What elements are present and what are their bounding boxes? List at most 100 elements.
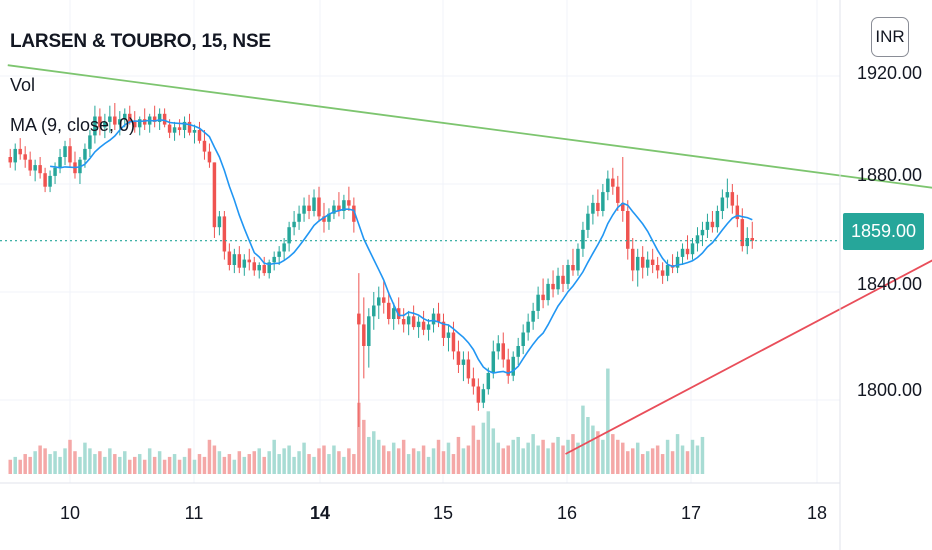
volume-bar <box>252 451 257 474</box>
candle-body <box>566 265 570 284</box>
volume-bar <box>53 451 57 474</box>
volume-bar <box>396 448 401 474</box>
volume-bar <box>426 456 431 474</box>
volume-bar <box>391 442 396 474</box>
candle-body <box>521 332 525 346</box>
volume-bar <box>307 454 311 474</box>
candle-body <box>426 324 431 330</box>
candle-body <box>675 256 680 268</box>
volume-bar <box>73 451 77 474</box>
candle-body <box>596 202 600 211</box>
volume-bar <box>546 448 550 474</box>
volume-bar <box>43 448 47 474</box>
candle-body <box>48 175 52 187</box>
candle-body <box>665 265 670 276</box>
candle-body <box>576 248 580 271</box>
volume-bar <box>626 451 630 474</box>
candle-body <box>720 197 725 211</box>
candle-body <box>277 251 281 257</box>
candle-body <box>367 316 371 346</box>
candle-body <box>357 313 361 325</box>
candle-body <box>481 389 486 403</box>
candle-body <box>197 130 202 141</box>
volume-bar <box>586 417 590 474</box>
candle-body <box>272 256 276 263</box>
volume-bar <box>128 459 132 474</box>
candle-body <box>556 275 560 290</box>
volume-bar <box>476 439 481 474</box>
candle-body <box>18 148 22 155</box>
volume-bar <box>292 456 296 474</box>
candle-body <box>735 205 740 220</box>
candle-body <box>700 229 705 236</box>
support-trendline[interactable] <box>565 157 932 455</box>
price-axis-label: 1800.00 <box>857 380 923 400</box>
candle-body <box>581 229 585 249</box>
candle-body <box>128 113 132 122</box>
volume-bar <box>162 459 167 474</box>
candle-body <box>611 178 615 187</box>
volume-bar <box>700 436 705 474</box>
candle-body <box>391 308 396 319</box>
candle-body <box>655 265 660 271</box>
volume-bar <box>212 445 217 474</box>
volume-bar <box>685 451 690 474</box>
volume-bar <box>113 454 117 474</box>
volume-bar <box>521 448 525 474</box>
candle-body <box>63 146 67 157</box>
candle-body <box>362 324 366 346</box>
candle-body <box>626 211 630 249</box>
volume-bar <box>93 454 97 474</box>
candle-body <box>436 313 441 322</box>
volume-bar <box>317 448 321 474</box>
candle-body <box>571 265 575 271</box>
candle-body <box>337 205 341 211</box>
volume-indicator-label[interactable]: Vol <box>10 75 36 95</box>
volume-bar <box>48 454 52 474</box>
volume-bar <box>655 445 660 474</box>
candle-body <box>715 211 720 228</box>
volume-bar <box>187 448 192 474</box>
volume-bar <box>227 454 232 474</box>
volume-bar <box>262 456 266 474</box>
candle-body <box>83 148 87 160</box>
candle-body <box>212 162 217 228</box>
volume-bar <box>182 456 187 474</box>
volume-bar <box>347 448 351 474</box>
resistance-trendline[interactable] <box>7 64 932 214</box>
candle-body <box>451 332 456 352</box>
symbol-title[interactable]: LARSEN & TOUBRO, 15, NSE <box>10 31 271 52</box>
volume-bar <box>481 422 486 474</box>
volume-bar <box>88 448 92 474</box>
candle-body <box>152 116 157 122</box>
candle-body <box>53 167 57 176</box>
volume-bar <box>630 448 635 474</box>
candle-body <box>327 213 331 222</box>
volume-bar <box>526 442 530 474</box>
time-axis-label: 10 <box>59 503 81 523</box>
volume-bar <box>406 454 411 474</box>
candle-body <box>745 238 750 247</box>
candle-body <box>162 113 167 125</box>
candle-body <box>317 197 321 217</box>
volume-bar <box>18 459 22 474</box>
candle-body <box>312 197 316 211</box>
candle-body <box>725 192 730 198</box>
currency-badge[interactable]: INR <box>871 17 909 57</box>
volume-bar <box>601 439 605 474</box>
candle-body <box>137 119 142 128</box>
candle-body <box>207 151 212 163</box>
candle-body <box>616 186 620 203</box>
candle-body <box>157 113 162 122</box>
candle-body <box>43 173 47 187</box>
volume-bar <box>118 456 122 474</box>
volume-bar <box>411 448 416 474</box>
volume-bar <box>536 445 540 474</box>
candle-body <box>282 243 286 252</box>
moving-average-indicator-label[interactable]: MA (9, close, 0) <box>10 115 136 135</box>
volume-bar <box>13 456 17 474</box>
candle-body <box>222 216 227 252</box>
candle-body <box>58 157 62 168</box>
